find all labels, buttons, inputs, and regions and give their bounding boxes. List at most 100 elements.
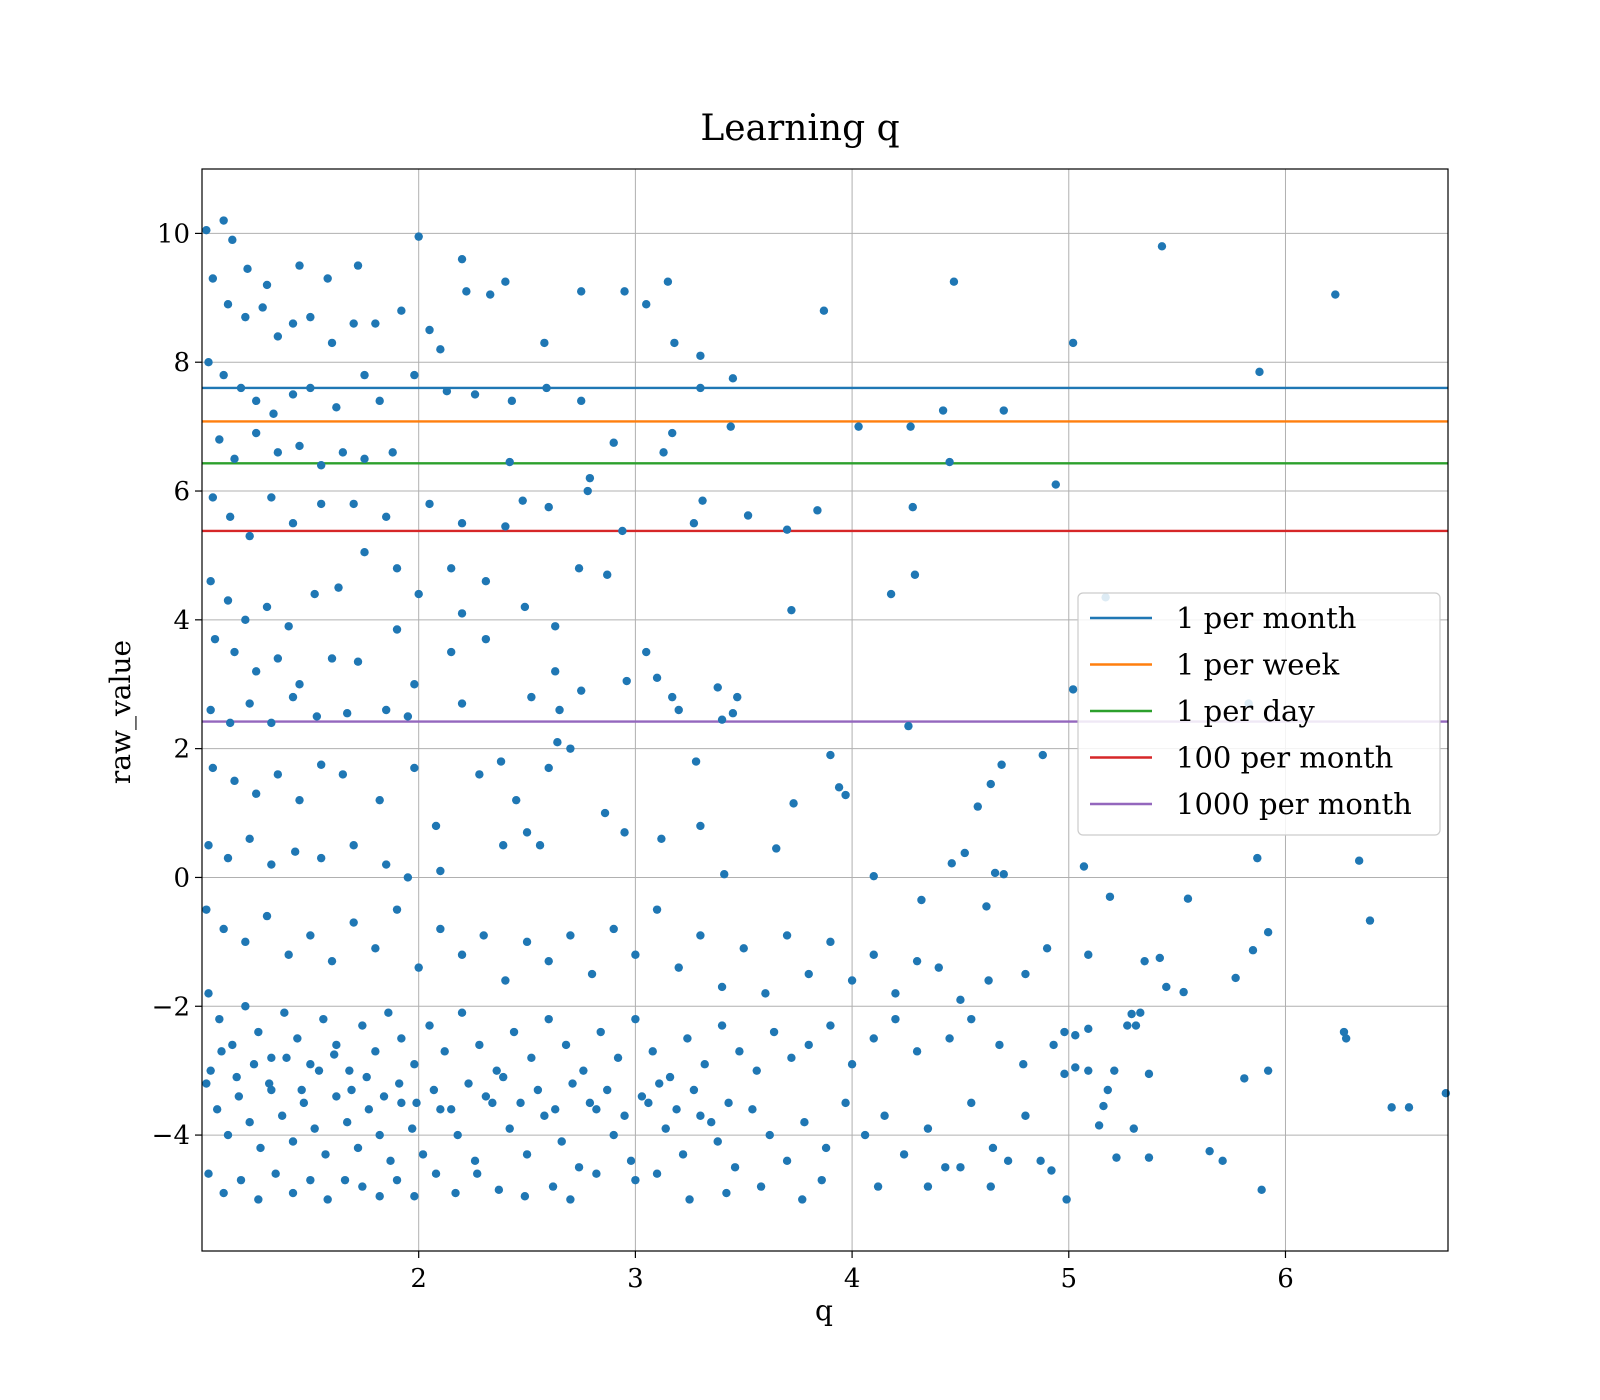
scatter-point (672, 1105, 681, 1114)
scatter-point (854, 422, 863, 431)
scatter-point (761, 989, 770, 998)
scatter-point (410, 370, 419, 380)
scatter-point (642, 647, 651, 657)
scatter-point (236, 383, 246, 393)
scatter-point (375, 795, 384, 805)
scatter-point (782, 1156, 792, 1166)
scatter-point (496, 757, 506, 766)
scatter-point (414, 963, 423, 972)
scatter-point (371, 319, 380, 328)
scatter-point (486, 290, 495, 299)
scatter-point (475, 1040, 484, 1050)
scatter-point (678, 1150, 688, 1159)
scatter-point (251, 428, 261, 438)
scatter-point (494, 1185, 504, 1195)
scatter-point (956, 995, 965, 1005)
scatter-point (945, 457, 954, 467)
scatter-point (219, 370, 228, 380)
scatter-point (1354, 856, 1364, 865)
legend: 1 per month 1 per week 1 per day 100 per mo… (1077, 592, 1441, 836)
scatter-point (470, 1156, 480, 1166)
scatter-point (436, 866, 445, 876)
scatter-point (425, 325, 434, 335)
scatter-point (609, 438, 618, 447)
scatter-point (327, 654, 337, 663)
scatter-point (923, 1182, 933, 1191)
scatter-point (869, 1034, 878, 1043)
scatter-point (349, 499, 358, 509)
scatter-point (1127, 1009, 1136, 1019)
scatter-point (1263, 1066, 1273, 1075)
scatter-point (481, 1092, 491, 1101)
scatter-point (1084, 1066, 1093, 1075)
scatter-point (1099, 1101, 1108, 1111)
scatter-point (440, 1047, 449, 1056)
x-tick-label: 6 (1277, 1264, 1294, 1294)
scatter-point (724, 1098, 733, 1108)
scatter-point (869, 950, 878, 959)
scatter-point (1062, 1195, 1071, 1204)
scatter-point (228, 235, 237, 245)
scatter-point (1155, 953, 1164, 963)
scatter-point (306, 312, 315, 322)
scatter-point (501, 522, 510, 531)
scatter-point (518, 496, 527, 505)
scatter-point (210, 634, 220, 644)
scatter-point (312, 712, 322, 721)
scatter-point (295, 680, 304, 689)
scatter-point (912, 1047, 922, 1056)
scatter-point (826, 1021, 835, 1030)
y-tick-label: 4 (173, 606, 190, 636)
scatter-point (332, 1040, 341, 1050)
scatter-point (243, 264, 252, 274)
scatter-point (577, 287, 586, 296)
scatter-point (245, 699, 254, 708)
scatter-point (652, 673, 662, 682)
scatter-point (986, 1182, 995, 1191)
scatter-point (505, 457, 514, 467)
scatter-point (512, 795, 521, 805)
scatter-point (540, 338, 549, 348)
scatter-point (668, 692, 677, 702)
scatter-point (225, 512, 235, 521)
scatter-point (592, 1105, 601, 1114)
scatter-point (219, 1188, 228, 1198)
scatter-point (990, 868, 1000, 878)
scatter-point (206, 576, 215, 586)
scatter-point (713, 683, 722, 692)
scatter-point (310, 589, 319, 599)
scatter-point (995, 1040, 1004, 1050)
scatter-point (258, 303, 267, 312)
scatter-point (223, 853, 233, 863)
scatter-point (696, 383, 705, 393)
scatter-point (379, 1092, 389, 1101)
scatter-point (293, 1034, 302, 1043)
scatter-point (353, 261, 363, 270)
scatter-point (585, 473, 595, 483)
scatter-point (306, 1060, 315, 1069)
scatter-point (462, 287, 471, 296)
scatter-point (349, 319, 358, 328)
scatter-point (910, 570, 920, 579)
scatter-point (232, 1072, 241, 1082)
scatter-point (202, 1079, 211, 1088)
scatter-point (362, 1072, 371, 1082)
scatter-point (371, 1047, 380, 1056)
scatter-point (349, 841, 358, 850)
scatter-point (499, 1072, 508, 1082)
scatter-point (535, 841, 545, 850)
scatter-point (1183, 894, 1193, 903)
scatter-point (332, 403, 341, 412)
scatter-point (689, 519, 699, 528)
y-tick-label: 10 (157, 219, 190, 249)
scatter-point (453, 1130, 462, 1140)
scatter-point (696, 931, 705, 940)
scatter-point (722, 1188, 731, 1198)
legend-label: 1 per day (1176, 694, 1315, 728)
scatter-point (1068, 685, 1078, 694)
scatter-point (251, 667, 261, 676)
scatter-point (381, 512, 391, 521)
scatter-point (1084, 950, 1093, 959)
scatter-point (544, 502, 553, 512)
scatter-point (798, 1195, 807, 1204)
